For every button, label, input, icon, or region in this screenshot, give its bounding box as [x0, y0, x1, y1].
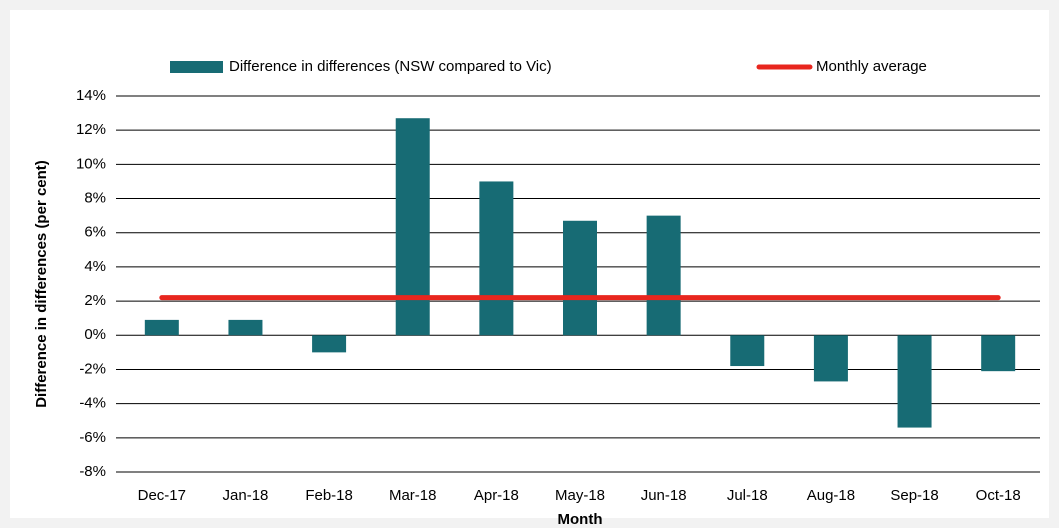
- bar: [228, 319, 263, 336]
- y-tick-label: 10%: [76, 155, 106, 172]
- bar: [144, 319, 179, 336]
- y-tick-label: -4%: [79, 395, 106, 412]
- legend-swatch: [170, 61, 223, 73]
- x-axis-title: Month: [558, 511, 603, 528]
- y-tick-label: 4%: [84, 258, 106, 275]
- bar: [479, 181, 514, 336]
- y-tick-label: 8%: [84, 190, 106, 207]
- bar: [897, 335, 932, 428]
- y-tick-label: -8%: [79, 463, 106, 480]
- x-tick-label: Apr-18: [474, 487, 519, 504]
- y-axis-title: Difference in differences (per cent): [33, 160, 50, 408]
- y-tick-label: -6%: [79, 429, 106, 446]
- x-tick-label: Jun-18: [641, 487, 687, 504]
- x-tick-label: Feb-18: [305, 487, 353, 504]
- x-tick-label: Jul-18: [727, 487, 768, 504]
- legend-label: Monthly average: [816, 58, 927, 75]
- chart-background: [10, 10, 1049, 518]
- x-tick-label: Dec-17: [138, 487, 186, 504]
- bar: [312, 335, 347, 353]
- y-tick-label: 2%: [84, 292, 106, 309]
- y-tick-label: 12%: [76, 121, 106, 138]
- legend-label: Difference in differences (NSW compared …: [229, 58, 552, 75]
- x-tick-label: May-18: [555, 487, 605, 504]
- y-tick-label: 0%: [84, 326, 106, 343]
- bar: [813, 335, 848, 382]
- x-tick-label: Aug-18: [807, 487, 855, 504]
- y-tick-label: 6%: [84, 224, 106, 241]
- x-tick-label: Mar-18: [389, 487, 437, 504]
- x-tick-label: Jan-18: [223, 487, 269, 504]
- bar: [395, 118, 430, 336]
- bar: [646, 215, 681, 336]
- bar: [730, 335, 765, 367]
- x-tick-label: Sep-18: [890, 487, 938, 504]
- y-tick-label: -2%: [79, 360, 106, 377]
- bar: [981, 335, 1016, 372]
- x-tick-label: Oct-18: [976, 487, 1021, 504]
- y-tick-label: 14%: [76, 87, 106, 104]
- bar: [563, 220, 597, 336]
